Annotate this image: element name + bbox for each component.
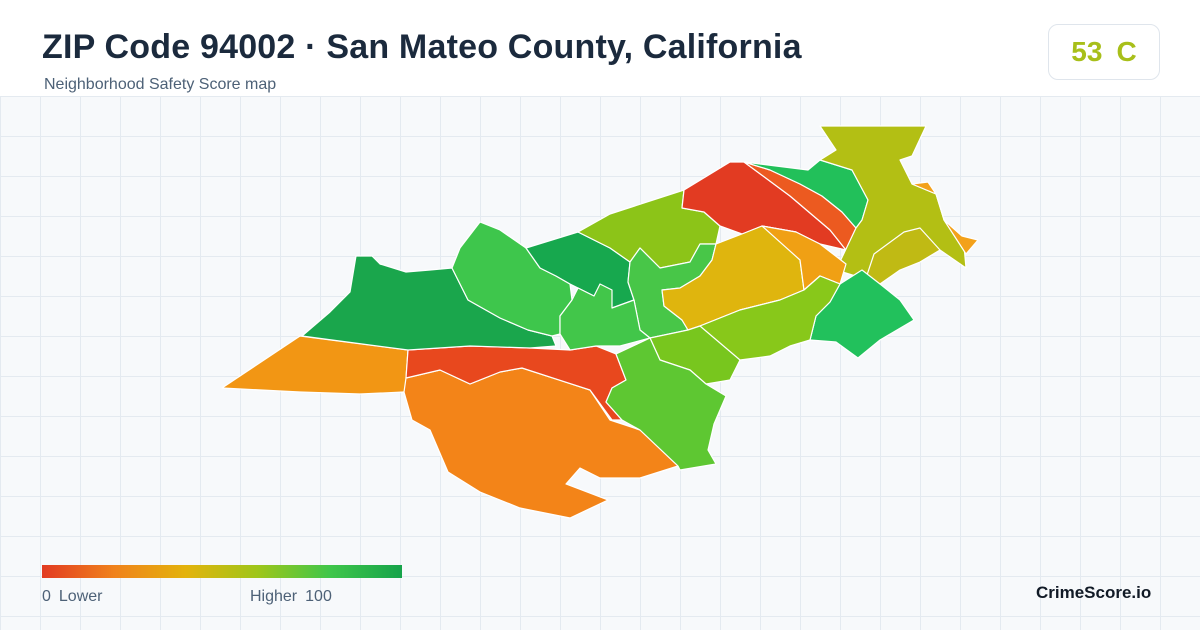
- score-value: 53: [1071, 36, 1103, 67]
- legend-color-scale: [42, 565, 402, 578]
- score-badge: 53 C: [1048, 24, 1160, 80]
- header: [0, 0, 1200, 96]
- legend-min-label: Lower: [58, 588, 103, 605]
- page-subtitle: Neighborhood Safety Score map: [44, 76, 277, 93]
- score-grade: C: [1116, 36, 1137, 67]
- brand-logo-text[interactable]: CrimeScore.io: [1036, 583, 1152, 602]
- map-region-south-east-green[interactable]: [605, 337, 727, 471]
- map-region-center-west-green[interactable]: [559, 283, 651, 351]
- map-region-east-lime[interactable]: [699, 275, 841, 361]
- legend-low: 0 Lower: [42, 588, 102, 606]
- map-region-west-hills[interactable]: [451, 221, 573, 337]
- legend-min-value: 0: [42, 588, 51, 605]
- legend-high: Higher 100: [250, 588, 332, 606]
- page-title: ZIP Code 94002 · San Mateo County, Calif…: [42, 28, 802, 66]
- legend-max-label: Higher: [250, 588, 298, 605]
- map-region-east-edge-orange[interactable]: [911, 181, 979, 255]
- legend-max-value: 100: [305, 588, 332, 605]
